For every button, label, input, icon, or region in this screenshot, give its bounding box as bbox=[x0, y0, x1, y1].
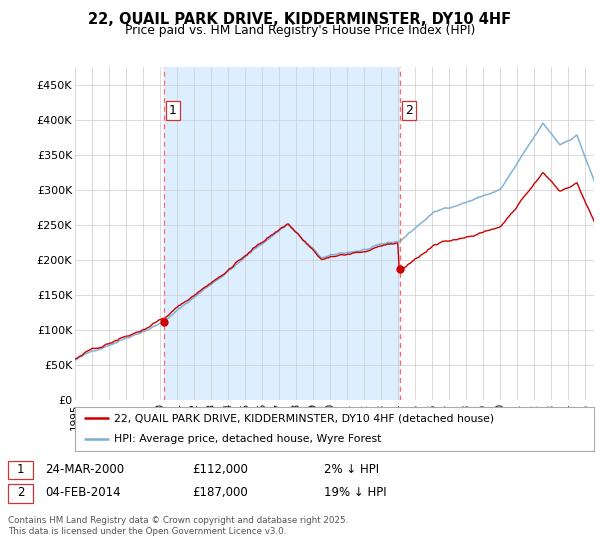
Text: £112,000: £112,000 bbox=[192, 463, 248, 476]
Bar bbox=[164, 67, 400, 400]
Text: 04-FEB-2014: 04-FEB-2014 bbox=[45, 486, 121, 500]
Text: 2: 2 bbox=[405, 104, 413, 117]
Text: £187,000: £187,000 bbox=[192, 486, 248, 500]
Text: 1: 1 bbox=[169, 104, 177, 117]
Text: 2% ↓ HPI: 2% ↓ HPI bbox=[324, 463, 379, 476]
Text: HPI: Average price, detached house, Wyre Forest: HPI: Average price, detached house, Wyre… bbox=[114, 435, 382, 445]
Text: 19% ↓ HPI: 19% ↓ HPI bbox=[324, 486, 386, 500]
Text: Price paid vs. HM Land Registry's House Price Index (HPI): Price paid vs. HM Land Registry's House … bbox=[125, 24, 475, 36]
Text: 1: 1 bbox=[17, 463, 24, 476]
Text: 22, QUAIL PARK DRIVE, KIDDERMINSTER, DY10 4HF: 22, QUAIL PARK DRIVE, KIDDERMINSTER, DY1… bbox=[88, 12, 512, 27]
Text: Contains HM Land Registry data © Crown copyright and database right 2025.
This d: Contains HM Land Registry data © Crown c… bbox=[8, 516, 348, 536]
Text: 2: 2 bbox=[17, 486, 24, 500]
Text: 22, QUAIL PARK DRIVE, KIDDERMINSTER, DY10 4HF (detached house): 22, QUAIL PARK DRIVE, KIDDERMINSTER, DY1… bbox=[114, 413, 494, 423]
Text: 24-MAR-2000: 24-MAR-2000 bbox=[45, 463, 124, 476]
